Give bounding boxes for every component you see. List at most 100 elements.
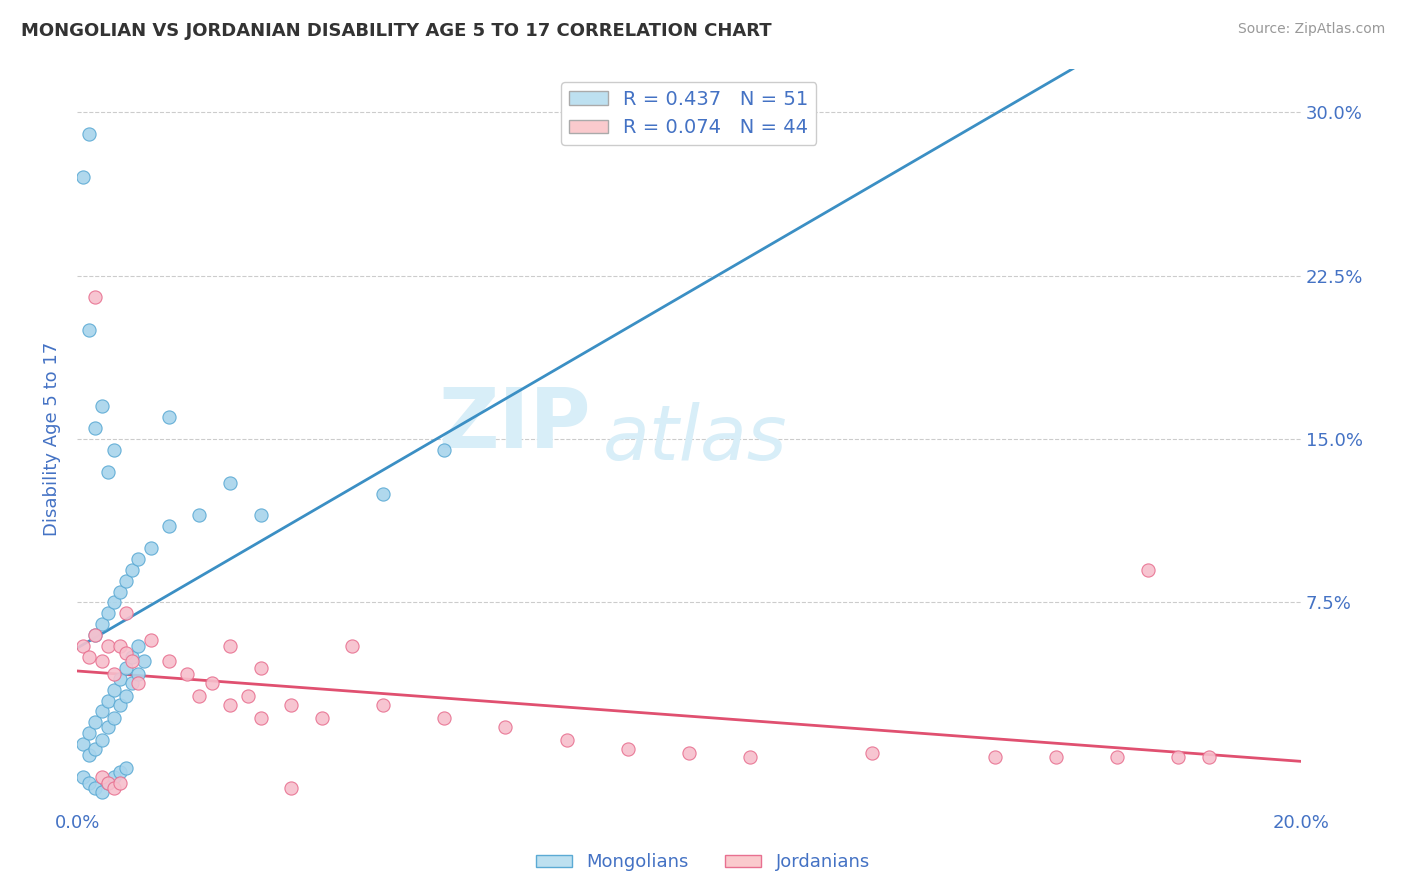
Point [280,780,302,795]
Point [72,170,94,185]
Point [1136,563,1159,577]
Point [84,628,107,642]
Point [84,628,107,642]
Legend: Mongolians, Jordanians: Mongolians, Jordanians [529,847,877,879]
Point [79,323,101,337]
Point [494,720,516,734]
Point [555,732,578,747]
Point [1167,750,1189,764]
Point [108,672,131,686]
Point [72,639,94,653]
Point [127,639,149,653]
Point [103,442,125,457]
Point [342,639,364,653]
Point [219,475,242,490]
Point [238,690,260,704]
Point [311,711,333,725]
Point [433,711,456,725]
Point [121,654,143,668]
Point [115,661,138,675]
Point [115,690,138,704]
Point [157,410,180,425]
Point [139,541,162,555]
Y-axis label: Disability Age 5 to 17: Disability Age 5 to 17 [44,342,60,536]
Point [103,667,125,681]
Text: ZIP: ZIP [439,384,591,465]
Point [280,698,302,712]
Point [103,682,125,697]
Point [72,737,94,751]
Point [219,639,242,653]
Point [219,698,242,712]
Point [1045,750,1067,764]
Point [115,607,138,621]
Point [90,654,112,668]
Point [90,705,112,719]
Point [1107,750,1129,764]
Point [433,442,456,457]
Point [134,654,156,668]
Point [678,746,700,760]
Point [121,563,143,577]
Point [249,711,271,725]
Point [127,667,149,681]
Point [127,676,149,690]
Point [738,750,761,764]
Point [84,421,107,435]
Point [97,465,120,479]
Point [157,654,180,668]
Point [371,698,394,712]
Point [97,639,120,653]
Point [127,552,149,566]
Legend: R = 0.437   N = 51, R = 0.074   N = 44: R = 0.437 N = 51, R = 0.074 N = 44 [561,82,817,145]
Point [97,693,120,707]
Point [84,715,107,730]
Point [103,595,125,609]
Point [84,780,107,795]
Point [79,127,101,141]
Point [115,761,138,775]
Point [97,607,120,621]
Point [115,574,138,588]
Point [79,650,101,665]
Point [90,400,112,414]
Point [97,720,120,734]
Point [984,750,1007,764]
Point [97,776,120,790]
Point [616,741,638,756]
Point [103,770,125,784]
Point [139,632,162,647]
Point [103,780,125,795]
Text: atlas: atlas [603,402,787,476]
Point [188,690,211,704]
Point [79,726,101,740]
Point [108,698,131,712]
Point [371,486,394,500]
Point [201,676,224,690]
Point [249,508,271,523]
Point [97,776,120,790]
Point [108,584,131,599]
Point [157,519,180,533]
Point [1198,750,1220,764]
Point [176,667,198,681]
Point [72,770,94,784]
Point [860,746,883,760]
Point [79,776,101,790]
Point [115,646,138,660]
Text: MONGOLIAN VS JORDANIAN DISABILITY AGE 5 TO 17 CORRELATION CHART: MONGOLIAN VS JORDANIAN DISABILITY AGE 5 … [21,22,772,40]
Text: Source: ZipAtlas.com: Source: ZipAtlas.com [1237,22,1385,37]
Point [108,765,131,780]
Point [90,732,112,747]
Point [84,741,107,756]
Point [121,650,143,665]
Point [121,676,143,690]
Point [103,711,125,725]
Point [90,617,112,632]
Point [90,785,112,799]
Point [84,290,107,304]
Point [249,661,271,675]
Point [188,508,211,523]
Point [90,770,112,784]
Point [108,639,131,653]
